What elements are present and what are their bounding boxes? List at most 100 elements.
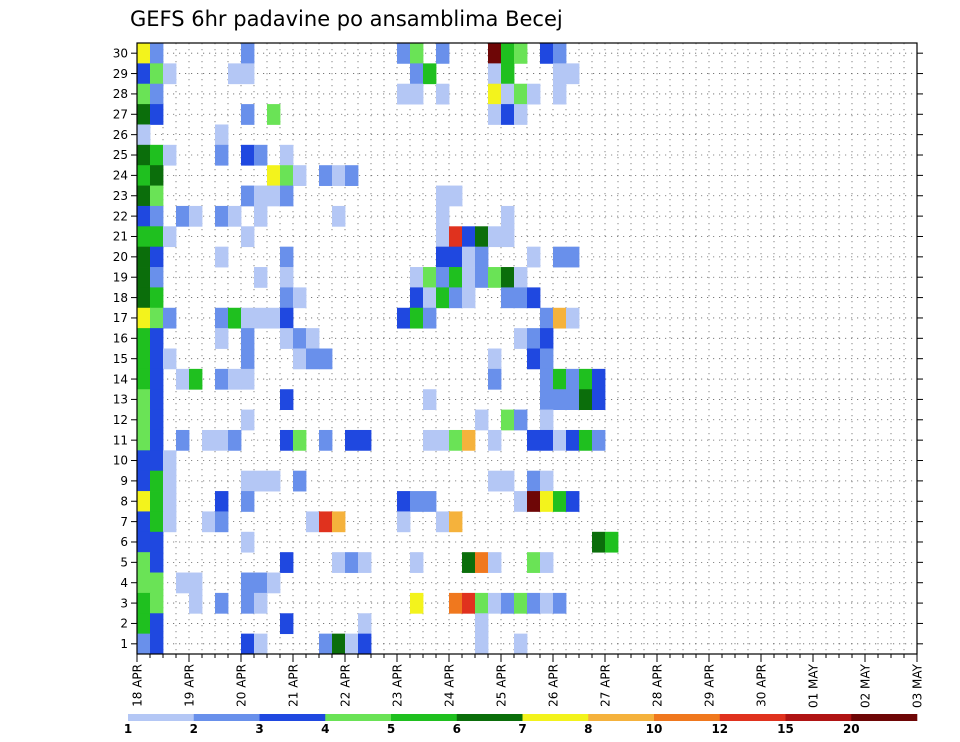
x-tick-label: 19 APR <box>183 664 197 707</box>
heatmap-cell <box>527 491 541 512</box>
heatmap-cell <box>449 267 463 288</box>
heatmap-cell <box>150 83 164 105</box>
heatmap-cell <box>462 246 476 268</box>
heatmap-cell <box>150 368 164 390</box>
heatmap-cell <box>267 185 281 207</box>
colorbar-swatch <box>719 714 786 721</box>
heatmap-cell <box>345 552 359 573</box>
heatmap-cell <box>501 83 515 105</box>
colorbar-swatch <box>325 714 392 721</box>
heatmap-cell <box>566 246 580 268</box>
heatmap-cell <box>540 348 554 370</box>
heatmap-cell <box>137 409 151 431</box>
colorbar-label: 5 <box>387 722 395 736</box>
heatmap-cell <box>163 511 177 533</box>
heatmap-cell <box>176 368 190 390</box>
heatmap-cell <box>410 287 424 309</box>
heatmap-cell <box>488 348 502 370</box>
y-tick-label: 9 <box>120 474 128 488</box>
heatmap-cell <box>410 552 424 573</box>
heatmap-cell <box>293 328 307 349</box>
heatmap-cell <box>462 267 476 288</box>
heatmap-cell <box>215 592 229 614</box>
heatmap-cell <box>215 368 229 390</box>
heatmap-cell <box>137 124 151 146</box>
heatmap-cell <box>397 43 411 64</box>
heatmap-cell <box>280 185 294 207</box>
heatmap-cell <box>514 287 528 309</box>
heatmap-cell <box>293 470 307 492</box>
y-tick-label: 29 <box>113 67 128 81</box>
heatmap-cell <box>189 592 203 614</box>
y-tick-label: 23 <box>113 189 128 203</box>
heatmap-cell <box>540 429 554 451</box>
x-tick-label: 20 APR <box>235 664 249 707</box>
y-tick-label: 30 <box>113 46 128 60</box>
heatmap-cell <box>254 205 268 227</box>
heatmap-cell <box>514 633 528 655</box>
heatmap-cell <box>137 429 151 451</box>
heatmap-cell <box>475 552 489 573</box>
colorbar-label: 12 <box>711 722 728 736</box>
heatmap-cell <box>527 592 541 614</box>
heatmap-cell <box>163 144 177 166</box>
colorbar-label: 7 <box>518 722 526 736</box>
heatmap-cell <box>137 572 151 594</box>
heatmap-cell <box>137 613 151 635</box>
heatmap-cell <box>137 531 151 553</box>
heatmap-cell <box>150 246 164 268</box>
heatmap-cell <box>319 633 333 655</box>
heatmap-cell <box>189 368 203 390</box>
heatmap-cell <box>332 165 346 186</box>
heatmap-cell <box>423 287 437 309</box>
heatmap-cell <box>345 165 359 186</box>
heatmap-cell <box>514 43 528 64</box>
heatmap-cell <box>540 43 554 64</box>
heatmap-cell <box>215 429 229 451</box>
heatmap-cell <box>215 246 229 268</box>
heatmap-cell <box>488 226 502 248</box>
heatmap-cell <box>449 246 463 268</box>
heatmap-cell <box>280 287 294 309</box>
heatmap-cell <box>436 267 450 288</box>
heatmap-cell <box>488 267 502 288</box>
heatmap-cell <box>488 552 502 573</box>
heatmap-cell <box>423 429 437 451</box>
heatmap-cell <box>605 531 619 553</box>
heatmap-cell <box>241 307 255 329</box>
heatmap-cell <box>150 552 164 573</box>
heatmap-cell <box>137 328 151 349</box>
colorbar-label: 1 <box>124 722 132 736</box>
heatmap-cell <box>410 592 424 614</box>
heatmap-cell <box>592 429 606 451</box>
heatmap-cell <box>319 348 333 370</box>
heatmap-cell <box>553 389 567 410</box>
heatmap-cell <box>436 83 450 105</box>
heatmap-cell <box>462 287 476 309</box>
heatmap-cell <box>150 185 164 207</box>
heatmap-cell <box>527 246 541 268</box>
heatmap-cell <box>215 511 229 533</box>
heatmap-cell <box>449 511 463 533</box>
colorbar-swatch <box>851 714 918 721</box>
heatmap-cell <box>228 307 242 329</box>
heatmap-cell <box>540 491 554 512</box>
y-tick-label: 8 <box>120 494 128 508</box>
heatmap-cell <box>436 287 450 309</box>
heatmap-cell <box>254 572 268 594</box>
heatmap-cell <box>566 307 580 329</box>
heatmap-cell <box>462 226 476 248</box>
colorbar-label: 3 <box>255 722 263 736</box>
heatmap-cell <box>150 43 164 64</box>
heatmap-cell <box>449 429 463 451</box>
colorbar: 1 2 3 4 5 6 7 8 10 12 15 20 <box>124 714 918 736</box>
colorbar-swatch <box>193 714 260 721</box>
heatmap-cell <box>137 287 151 309</box>
heatmap-cell <box>150 572 164 594</box>
heatmap-cell <box>150 389 164 410</box>
heatmap-cell <box>137 144 151 166</box>
heatmap-cell <box>540 368 554 390</box>
y-tick-label: 14 <box>113 372 128 386</box>
heatmap-cell <box>527 348 541 370</box>
heatmap-cell <box>501 205 515 227</box>
